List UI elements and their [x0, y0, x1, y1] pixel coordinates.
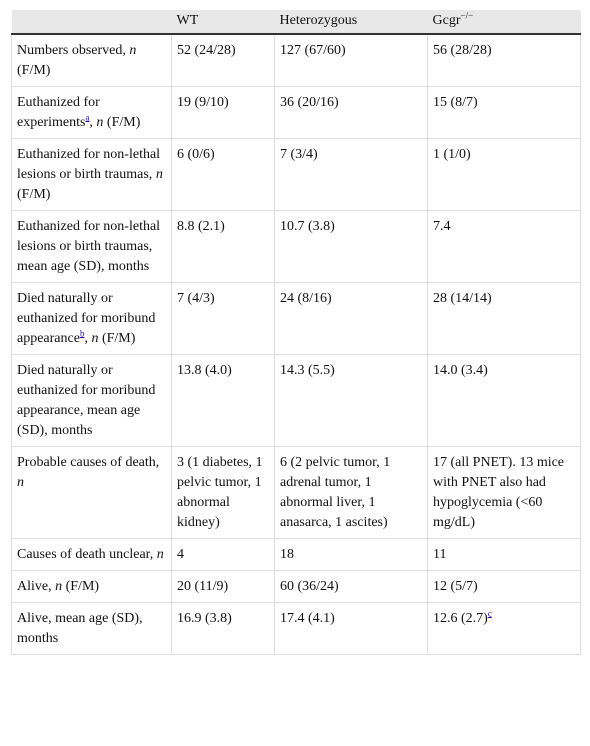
text-run: ,: [84, 331, 92, 346]
table-row: Died naturally or euthanized for moribun…: [11, 354, 581, 447]
text-run: Gcgr: [432, 13, 461, 28]
row-label: Died naturally or euthanized for moribun…: [11, 282, 172, 355]
cell: 12 (5/7): [427, 570, 581, 603]
italic-var: n: [55, 579, 63, 594]
cell: 18: [274, 538, 428, 571]
text-run: Died naturally or euthanized for moribun…: [17, 291, 156, 346]
cell: 17.4 (4.1): [274, 602, 428, 655]
cell: 24 (8/16): [274, 282, 428, 355]
text-run: ,: [89, 115, 97, 130]
text-run: (F/M): [17, 187, 51, 202]
footnote-link[interactable]: c: [487, 608, 492, 619]
row-label: Euthanized for non-lethal lesions or bir…: [11, 138, 172, 211]
text-run: (F/M): [103, 115, 141, 130]
footnote: c: [488, 608, 492, 618]
text-run: Euthanized for experiments: [17, 95, 100, 130]
cell: 10.7 (3.8): [274, 210, 428, 283]
text-run: (F/M): [17, 63, 51, 78]
cell: 19 (9/10): [171, 86, 275, 139]
cell: 16.9 (3.8): [171, 602, 275, 655]
table-row: Euthanized for non-lethal lesions or bir…: [11, 210, 581, 283]
table-row: Alive, n (F/M) 20 (11/9) 60 (36/24) 12 (5/7…: [11, 570, 581, 603]
footnote-link[interactable]: a: [85, 112, 90, 123]
cell: 7 (4/3): [171, 282, 275, 355]
cell: 7.4: [427, 210, 581, 283]
italic-var: n: [129, 43, 137, 58]
cell: 6 (2 pelvic tumor, 1 adrenal tumor, 1 ab…: [274, 446, 428, 539]
cell: 36 (20/16): [274, 86, 428, 139]
text-run: Euthanized for non-lethal lesions or bir…: [17, 147, 161, 182]
cell: 14.3 (5.5): [274, 354, 428, 447]
cell: 28 (14/14): [427, 282, 581, 355]
row-label: Died naturally or euthanized for moribun…: [11, 354, 172, 447]
header-row: WT Heterozygous Gcgr−/−: [11, 10, 581, 35]
data-table: WT Heterozygous Gcgr−/− Numbers observed, …: [11, 10, 581, 655]
footnote: b: [80, 328, 85, 338]
italic-var: n: [17, 475, 24, 490]
cell: 11: [427, 538, 581, 571]
cell: 17 (all PNET). 13 mice with PNET also ha…: [427, 446, 581, 539]
cell: 4: [171, 538, 275, 571]
table-row: Causes of death unclear, n 4 18 11: [11, 538, 581, 571]
italic-var: n: [96, 115, 104, 130]
row-label: Euthanized for non-lethal lesions or bir…: [11, 210, 172, 283]
cell: 3 (1 diabetes, 1 pelvic tumor, 1 abnorma…: [171, 446, 275, 539]
cell: 56 (28/28): [427, 33, 581, 87]
cell: 14.0 (3.4): [427, 354, 581, 447]
text-run: 12.6 (2.7): [433, 611, 488, 626]
table-body: Numbers observed, n (F/M) 52 (24/28) 127 (…: [11, 33, 581, 655]
cell: 6 (0/6): [171, 138, 275, 211]
cell: 12.6 (2.7)c: [427, 602, 581, 655]
table-row: Died naturally or euthanized for moribun…: [11, 282, 581, 355]
header-cell: WT: [171, 10, 275, 35]
cell: 15 (8/7): [427, 86, 581, 139]
text-run: (F/M): [62, 579, 100, 594]
row-label: Alive, mean age (SD), months: [11, 602, 172, 655]
italic-var: n: [91, 331, 99, 346]
row-label: Causes of death unclear, n: [11, 538, 172, 571]
table-row: Euthanized for experimentsa, n (F/M) 19 (…: [11, 86, 581, 139]
table-row: Euthanized for non-lethal lesions or bir…: [11, 138, 581, 211]
cell: 7 (3/4): [274, 138, 428, 211]
row-label: Alive, n (F/M): [11, 570, 172, 603]
cell: 60 (36/24): [274, 570, 428, 603]
cell: 8.8 (2.1): [171, 210, 275, 283]
header-cell: [11, 10, 172, 35]
header-cell: Heterozygous: [274, 10, 428, 35]
row-label: Probable causes of death, n: [11, 446, 172, 539]
text-run: Alive,: [17, 579, 56, 594]
italic-var: n: [156, 547, 164, 562]
cell: 1 (1/0): [427, 138, 581, 211]
header-cell: Gcgr−/−: [427, 10, 581, 35]
superscript: −/−: [460, 10, 474, 21]
cell: 20 (11/9): [171, 570, 275, 603]
table-row: Alive, mean age (SD), months 16.9 (3.8) 17…: [11, 602, 581, 655]
row-label: Euthanized for experimentsa, n (F/M): [11, 86, 172, 139]
cell: 127 (67/60): [274, 33, 428, 87]
text-run: Numbers observed,: [17, 43, 130, 58]
italic-var: n: [155, 167, 163, 182]
cell: 13.8 (4.0): [171, 354, 275, 447]
footnote: a: [85, 112, 89, 122]
text-run: Probable causes of death,: [17, 455, 160, 470]
text-run: Causes of death unclear,: [17, 547, 157, 562]
footnote-link[interactable]: b: [79, 328, 85, 339]
table-row: Numbers observed, n (F/M) 52 (24/28) 127 (…: [11, 33, 581, 87]
text-run: (F/M): [98, 331, 136, 346]
cell: 52 (24/28): [171, 33, 275, 87]
row-label: Numbers observed, n (F/M): [11, 33, 172, 87]
